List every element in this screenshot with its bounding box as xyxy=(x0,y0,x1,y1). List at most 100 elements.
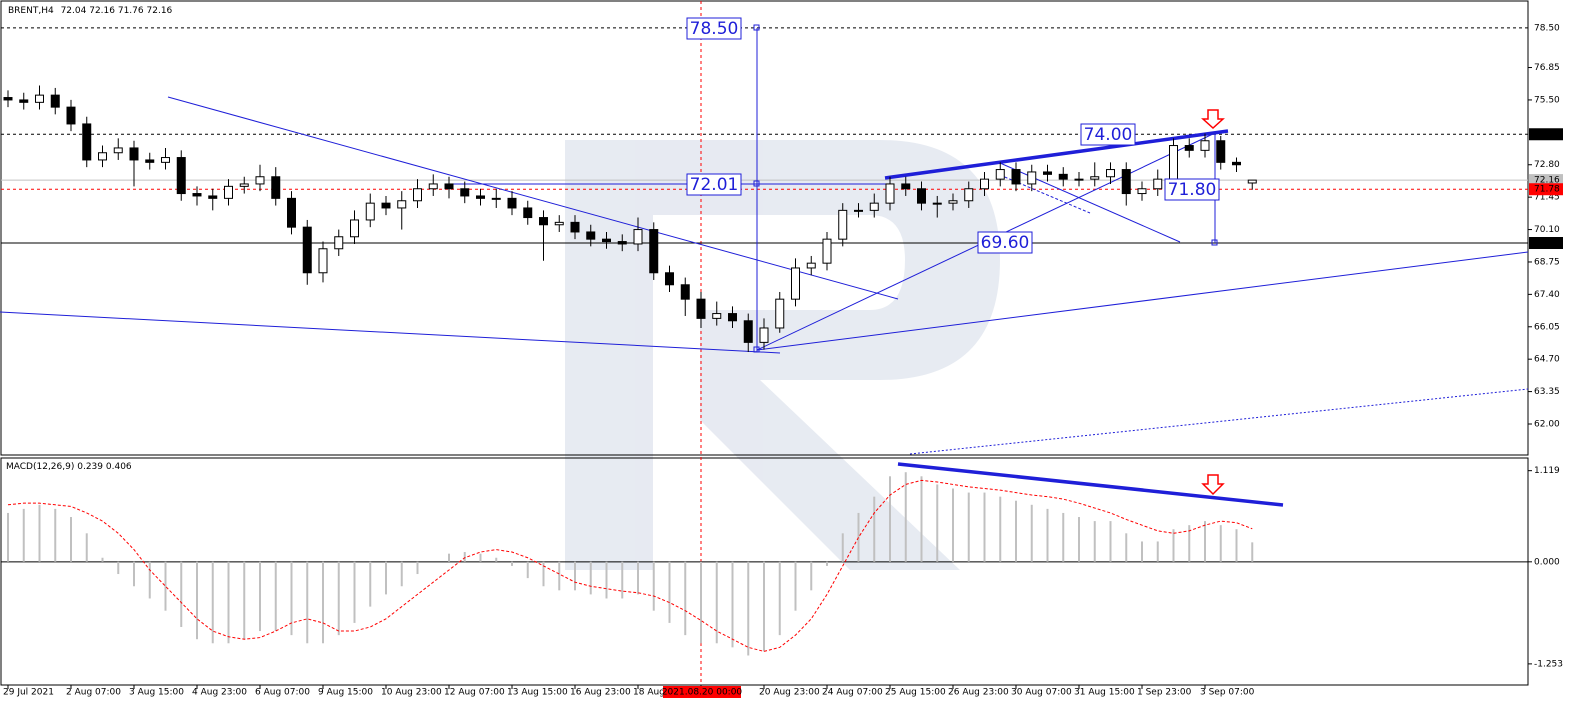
candle-body xyxy=(948,200,958,204)
x-tick-label: 25 Aug 15:00 xyxy=(885,688,946,698)
macd-bar xyxy=(117,561,120,575)
candle-body xyxy=(491,197,501,200)
macd-bar xyxy=(101,557,104,562)
macd-bar xyxy=(621,561,624,599)
macd-bar xyxy=(148,561,151,599)
candle-body xyxy=(66,106,76,125)
candle-body xyxy=(885,183,895,204)
macd-bar xyxy=(479,553,482,562)
candle-body xyxy=(1216,140,1226,163)
annotation-box xyxy=(686,173,742,196)
candle-body xyxy=(287,197,296,228)
candle-body xyxy=(917,188,926,204)
watermark xyxy=(565,140,1000,570)
macd-bar xyxy=(1093,521,1096,562)
candle-body xyxy=(302,226,312,274)
candle-body xyxy=(1027,171,1037,185)
price-tag xyxy=(1529,237,1563,250)
macd-bar xyxy=(1030,504,1033,562)
last-high: 72.16 xyxy=(89,6,115,16)
macd-bar xyxy=(526,561,529,579)
candle-body xyxy=(633,229,643,245)
x-tick-label: 13 Aug 15:00 xyxy=(507,688,568,698)
annotation-box xyxy=(1164,178,1220,201)
macd-bar xyxy=(22,508,25,562)
candle-body xyxy=(806,262,816,269)
candle-body xyxy=(838,209,848,240)
y-tick-label: 64.70 xyxy=(1534,355,1560,365)
annotation: 72.01 xyxy=(690,175,739,195)
macd-bar xyxy=(652,561,655,611)
macd-bar xyxy=(337,561,340,636)
macd-bar xyxy=(1235,529,1238,562)
macd-bar xyxy=(810,561,813,591)
macd-bar xyxy=(558,561,561,591)
x-tick-label: 2021.08.20 00:00 xyxy=(662,688,743,698)
candle-body xyxy=(523,207,533,219)
candle-body xyxy=(1106,169,1115,178)
macd-bar xyxy=(668,561,671,623)
annotations: 78.50 72.01 74.00 71.80 69.60 xyxy=(686,17,1220,254)
candle-body xyxy=(728,313,737,322)
macd-bar xyxy=(448,553,450,562)
candle-body xyxy=(113,147,123,154)
macd-bar xyxy=(684,561,687,636)
candle-body xyxy=(822,238,832,264)
candle-body xyxy=(743,320,753,343)
y-tick-label: 72.80 xyxy=(1534,160,1560,170)
candle-body xyxy=(381,202,391,209)
candle-body xyxy=(680,284,690,300)
macd-bar xyxy=(290,561,293,636)
candle-body xyxy=(145,159,155,163)
candle-body xyxy=(413,188,422,202)
macd-bar xyxy=(1062,512,1065,562)
macd-bar xyxy=(227,561,230,644)
candle-body xyxy=(239,183,249,187)
macd-bar xyxy=(511,561,513,566)
signal-last: 0.406 xyxy=(106,462,132,472)
macd-bar xyxy=(967,492,970,562)
candle-body xyxy=(554,221,564,226)
macd-bar xyxy=(259,561,261,632)
last-close: 72.16 xyxy=(147,6,173,16)
y-tick-label: 0.000 xyxy=(1534,557,1560,567)
macd-bar xyxy=(920,476,923,562)
macd-bar xyxy=(211,561,214,644)
y-tick-label: 76.85 xyxy=(1534,63,1560,73)
candle-body xyxy=(460,188,470,197)
macd-bar xyxy=(794,561,797,611)
x-tick-label: 3 Aug 15:00 xyxy=(129,688,184,698)
macd-bar xyxy=(306,561,309,644)
macd-bar xyxy=(1046,508,1049,562)
y-tick-label: 68.75 xyxy=(1534,257,1560,267)
macd-bar xyxy=(936,484,939,562)
annotation: 69.60 xyxy=(981,233,1030,253)
down-arrows xyxy=(1201,109,1225,496)
candle-body xyxy=(696,298,706,319)
candle-body xyxy=(665,272,674,286)
macd-bar xyxy=(1172,529,1175,562)
candle-body xyxy=(397,200,407,209)
macd-bar xyxy=(904,472,907,562)
candle-body xyxy=(901,183,911,190)
candle-body xyxy=(617,241,627,245)
macd-last: 0.239 xyxy=(77,462,103,472)
signal-line xyxy=(7,479,1253,652)
macd-bar xyxy=(85,533,88,562)
macd-bar xyxy=(196,561,198,640)
macd-bar xyxy=(1141,541,1143,562)
candle-body xyxy=(1058,173,1068,180)
x-tick-label: 2 Aug 07:00 xyxy=(66,688,121,698)
x-tick-highlight xyxy=(663,686,741,698)
y-tick-label: 63.35 xyxy=(1534,387,1560,397)
x-tick-label: 9 Aug 15:00 xyxy=(318,688,373,698)
y-tick-label: 1.119 xyxy=(1534,466,1560,476)
macd-bar xyxy=(589,561,592,595)
candle-body xyxy=(318,248,328,274)
x-tick-label: 6 Aug 07:00 xyxy=(255,688,310,698)
header: BRENT,H4 72.04 72.16 71.76 72.16 xyxy=(8,6,173,16)
macd-bar xyxy=(1204,521,1206,562)
annotation-box xyxy=(1080,123,1136,146)
candle-body xyxy=(19,99,29,103)
candle-body xyxy=(854,209,863,212)
